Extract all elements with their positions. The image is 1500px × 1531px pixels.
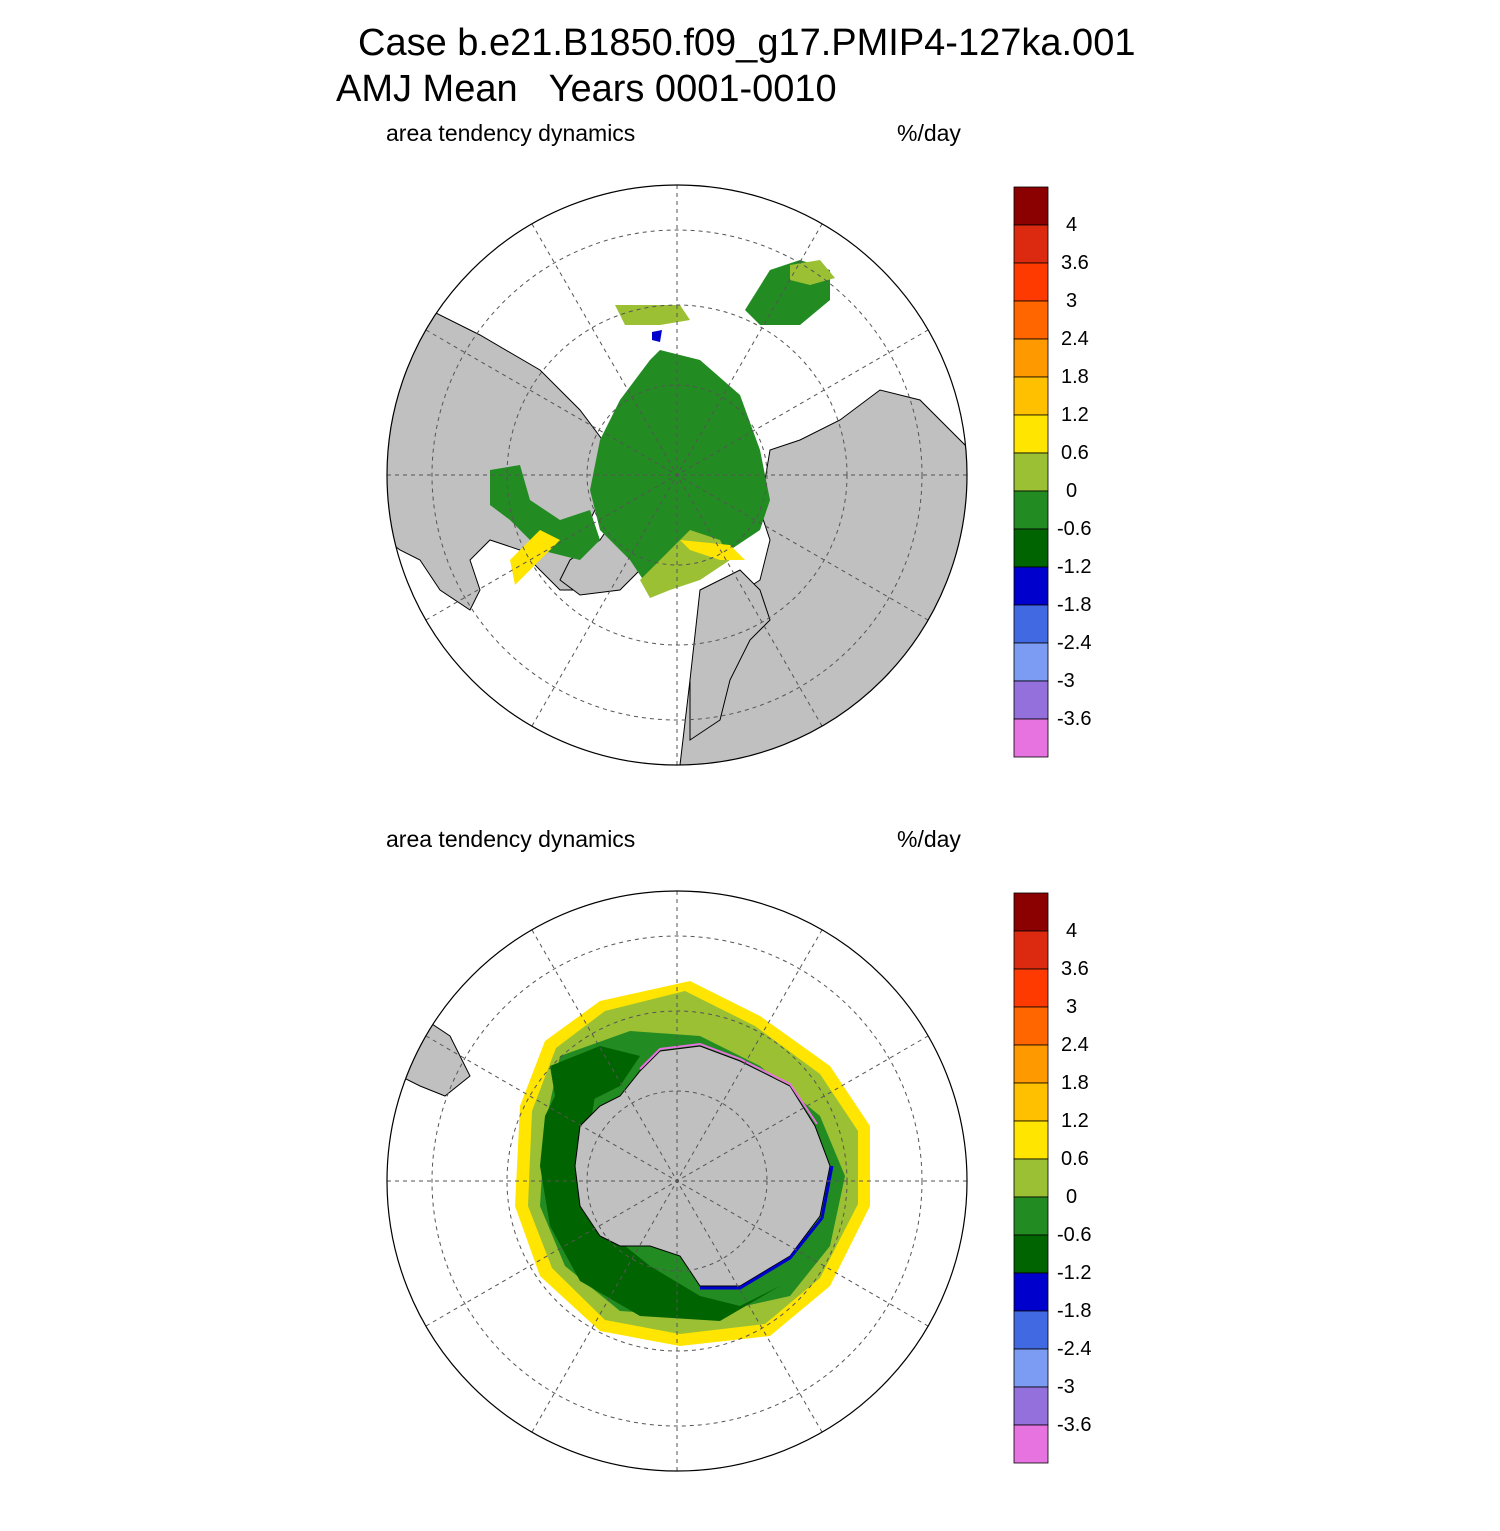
- south-colorbar-tick-label: 0.6: [1061, 1148, 1089, 1170]
- south-ice-tendency-darkgreen-field: [540, 1066, 780, 1321]
- south-colorbar-tick-label: 2.4: [1061, 1034, 1089, 1056]
- south-colorbar-swatch: [1013, 1386, 1049, 1426]
- south-colorbar-swatch: [1013, 1120, 1049, 1160]
- north-colorbar-swatch: [1013, 680, 1049, 720]
- north-colorbar-tick-label: -3.6: [1057, 708, 1092, 730]
- south-colorbar-tick-label: 1.8: [1061, 1072, 1089, 1094]
- south-colorbar-tick-label: 1.2: [1061, 1110, 1089, 1132]
- south-colorbar-tick-label: 3: [1066, 996, 1078, 1018]
- south-colorbar-swatch: [1013, 1234, 1049, 1274]
- north-colorbar-tick-label: 4: [1066, 214, 1078, 236]
- north-colorbar-swatch: [1013, 300, 1049, 340]
- south-graticule: [387, 891, 967, 1471]
- north-graticule: [387, 185, 967, 765]
- north-units-label: %/day: [897, 120, 961, 146]
- south-colorbar-tick-label: -3: [1057, 1376, 1075, 1398]
- south-colorbar-tick-label: 3.6: [1061, 958, 1089, 980]
- south-colorbar-tick-label: -0.6: [1057, 1224, 1092, 1246]
- north-europe-land: [689, 569, 771, 741]
- north-bering-ice-tendency-field: [615, 305, 690, 325]
- north-colorbar-swatch: [1013, 566, 1049, 606]
- south-colorbar-tick-label: -2.4: [1057, 1338, 1092, 1360]
- south-colorbar-swatch: [1013, 1158, 1049, 1198]
- south-colorbar-swatch: [1013, 1082, 1049, 1122]
- north-colorbar-swatch: [1013, 186, 1049, 226]
- south-colorbar-tick-label: 0: [1066, 1186, 1078, 1208]
- north-colorbar-tick-label: 2.4: [1061, 328, 1089, 350]
- north-colorbar-tick-label: 1.2: [1061, 404, 1089, 426]
- north-variable-label: area tendency dynamics: [386, 120, 636, 146]
- north-atlantic-edge-field: [680, 540, 745, 560]
- south-colorbar-tick-label: -3.6: [1057, 1414, 1092, 1436]
- south-coast-pink-edge: [639, 1042, 818, 1125]
- north-colorbar-swatch: [1013, 414, 1049, 454]
- south-variable-label: area tendency dynamics: [386, 826, 636, 852]
- north-colorbar-tick-label: 0.6: [1061, 442, 1089, 464]
- north-colorbar-tick-label: 3.6: [1061, 252, 1089, 274]
- south-colorbar-swatch: [1013, 1196, 1049, 1236]
- north-colorbar-tick-label: -1.2: [1057, 556, 1092, 578]
- south-colorbar-swatch: [1013, 1044, 1049, 1084]
- north-colorbar-swatch: [1013, 642, 1049, 682]
- north-colorbar-tick-label: -1.8: [1057, 594, 1092, 616]
- south-colorbar-tick-label: 4: [1066, 920, 1078, 942]
- south-map-boundary: [386, 890, 968, 1472]
- north-colorbar: [1013, 186, 1049, 758]
- south-colorbar: [1013, 892, 1049, 1464]
- south-colorbar-tick-label: -1.2: [1057, 1262, 1092, 1284]
- south-colorbar-swatch: [1013, 892, 1049, 932]
- north-ice-edge-blue-field: [652, 330, 662, 342]
- north-colorbar-tick-label: -2.4: [1057, 632, 1092, 654]
- north-map-boundary: [386, 184, 968, 766]
- south-colorbar-swatch: [1013, 930, 1049, 970]
- north-colorbar-swatch: [1013, 604, 1049, 644]
- north-colorbar-tick-label: 0: [1066, 480, 1078, 502]
- north-colorbar-swatch: [1013, 376, 1049, 416]
- south-polar-map-panel: [386, 890, 1049, 1472]
- south-colorbar-swatch: [1013, 1272, 1049, 1312]
- south-colorbar-swatch: [1013, 968, 1049, 1008]
- south-colorbar-swatch: [1013, 1424, 1049, 1464]
- north-labrador-edge-field: [510, 530, 560, 585]
- south-colorbar-swatch: [1013, 1348, 1049, 1388]
- south-colorbar-tick-label: -1.8: [1057, 1300, 1092, 1322]
- north-hudson-ice-tendency-field: [490, 465, 600, 560]
- north-colorbar-swatch: [1013, 718, 1049, 758]
- south-coast-blue-edge: [700, 1165, 834, 1290]
- north-colorbar-swatch: [1013, 224, 1049, 264]
- south-units-label: %/day: [897, 826, 961, 852]
- north-arctic-ice-tendency-field: [590, 350, 770, 590]
- north-okhotsk-margin-field: [790, 260, 835, 285]
- south-antarctica-land: [574, 1045, 831, 1287]
- figure-title-line2: AMJ Mean Years 0001-0010: [336, 68, 837, 110]
- figure-title-line1: Case b.e21.B1850.f09_g17.PMIP4-127ka.001: [358, 22, 1136, 64]
- north-polar-map-panel: [386, 184, 1049, 766]
- south-colorbar-swatch: [1013, 1006, 1049, 1046]
- south-ross-sea-darkgreen-field: [550, 1046, 640, 1106]
- north-colorbar-tick-label: 1.8: [1061, 366, 1089, 388]
- north-colorbar-tick-label: -3: [1057, 670, 1075, 692]
- north-colorbar-tick-label: -0.6: [1057, 518, 1092, 540]
- south-colorbar-swatch: [1013, 1310, 1049, 1350]
- north-colorbar-swatch: [1013, 490, 1049, 530]
- north-colorbar-swatch: [1013, 452, 1049, 492]
- north-colorbar-swatch: [1013, 338, 1049, 378]
- north-colorbar-swatch: [1013, 262, 1049, 302]
- north-colorbar-tick-label: 3: [1066, 290, 1078, 312]
- north-colorbar-swatch: [1013, 528, 1049, 568]
